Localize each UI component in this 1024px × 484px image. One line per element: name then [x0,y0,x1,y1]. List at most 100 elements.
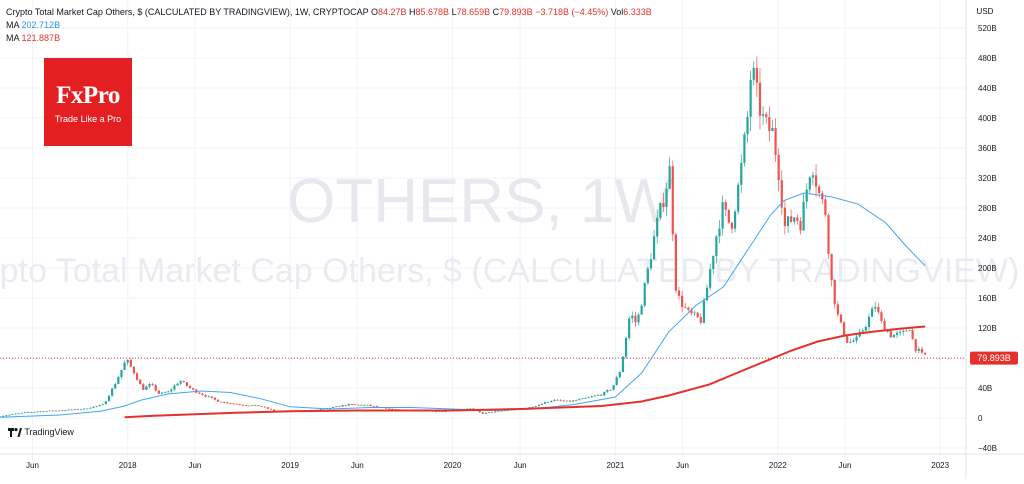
candle-body [786,216,790,226]
close-key: C [492,7,500,17]
candle-body [229,403,232,405]
candle-body [391,408,394,410]
candle-body [659,203,662,218]
candle-body [132,366,136,374]
fxpro-logo: FxPro Trade Like a Pro [44,58,132,146]
candle-body [111,388,114,396]
volume-key: Vol [610,7,624,17]
candle-body [814,175,818,187]
candle-body [160,392,164,394]
candle-body [48,410,51,412]
candle-body [668,166,671,189]
candle-body [42,411,45,413]
time-tick-label: Jun [188,461,201,470]
candle-body [550,400,553,403]
candle-body [662,203,665,208]
candle-body [263,406,266,408]
candle-body [30,412,33,413]
price-tick-label: 320B [978,174,997,183]
price-tick-label: 440B [978,84,997,93]
ma-slow-legend[interactable]: MA 121.887B [6,32,652,45]
candle-body [752,67,755,80]
high-key: H [409,7,416,17]
time-tick-label: 2022 [769,461,787,470]
candle-body [727,209,730,223]
candle-body [33,411,36,413]
candle-body [677,290,681,296]
candle-body [581,398,584,400]
candle-body [51,410,55,412]
time-axis[interactable]: Jun 2018 Jun 2019 Jun 2020 Jun 2021 Jun 2022 Jun 20… [0,453,1024,470]
price-axis[interactable]: −40B040B80B120B160B200B240B280B320B360B4… [965,0,997,479]
candle-body [363,404,366,406]
candle-body [360,404,363,406]
symbol-title[interactable]: Crypto Total Market Cap Others, $ (CALCU… [6,7,369,17]
candle-body [553,399,556,401]
candle-body [821,193,824,200]
candle-body [543,402,547,404]
last-price-badge: 79.893B [970,351,1018,365]
candle-body [506,410,509,411]
candle-body [73,409,76,410]
candle-body [534,406,537,407]
ma-fast-legend[interactable]: MA 202.712B [6,19,652,32]
candle-body [565,400,568,402]
candle-body [818,186,821,194]
price-tick-label: 280B [978,204,997,213]
candle-body [248,405,251,407]
price-tick-label: 480B [978,54,997,63]
time-tick-label: 2018 [119,461,137,470]
candle-body [135,373,139,380]
candle-body [568,400,572,402]
volume-value: 6.333B [623,7,652,17]
candle-body [705,287,709,301]
candle-body [338,406,341,408]
candle-body [163,392,167,394]
candle-body [758,82,762,116]
candle-body [849,341,852,343]
candle-body [357,404,360,406]
candle-body [185,382,188,386]
time-tick-label: 2020 [444,461,462,470]
candle-body [366,404,369,406]
candle-body [861,330,864,332]
candle-body [584,397,587,399]
candle-body [690,309,693,314]
candle-body [61,410,64,412]
logo-tagline: Trade Like a Pro [54,114,122,124]
candle-body [696,312,699,318]
tradingview-brand[interactable]: TradingView [8,427,74,438]
candle-body [145,386,148,390]
candle-body [64,410,67,412]
candle-body [341,405,344,407]
candle-body [120,370,123,378]
low-value: 78.659B [456,7,491,17]
candle-body [117,377,120,385]
candle-body [765,114,768,118]
candle-body [107,395,111,402]
candle-body [637,314,640,323]
candle-body [157,390,160,394]
candle-body [434,411,438,413]
candle-body [86,408,89,410]
candle-body [749,79,752,117]
last-price-label: 79.893B [977,353,1011,363]
candle-body [923,352,927,355]
candle-body [531,406,534,408]
candle-body [892,334,896,338]
candle-body [578,399,581,401]
candle-body [329,407,332,409]
candle-body [649,259,653,269]
time-tick-label: Jun [351,461,364,470]
candle-body [871,308,874,317]
candle-body [593,395,597,397]
candle-body [547,402,550,403]
candle-body [600,394,603,396]
candle-body [179,381,182,384]
candle-body [805,189,808,202]
candle-body [491,412,494,414]
candle-body [216,399,220,402]
candle-body [612,385,615,390]
